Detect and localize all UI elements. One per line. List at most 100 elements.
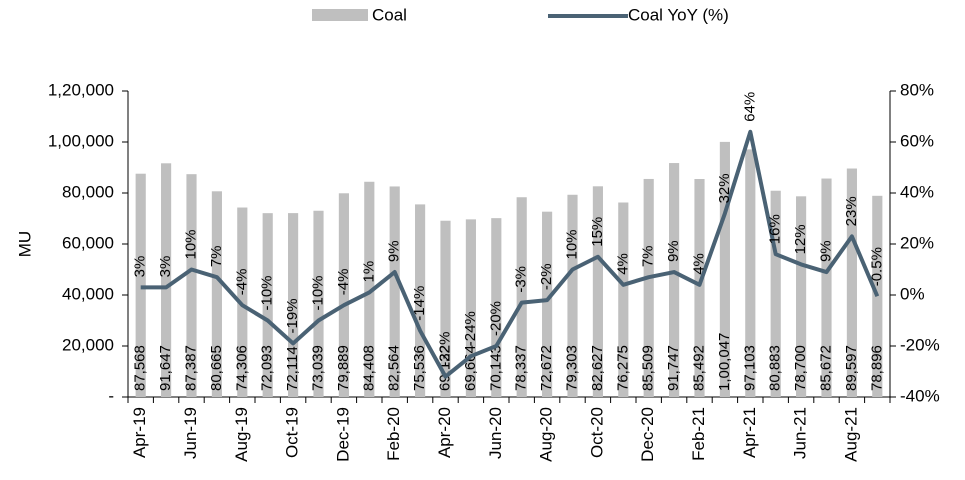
bar-value-label: 89,597 bbox=[843, 345, 860, 391]
x-tick-label: Apr-19 bbox=[130, 407, 149, 458]
bar bbox=[313, 210, 324, 397]
legend-label: Coal bbox=[372, 5, 407, 24]
bar bbox=[669, 163, 680, 397]
line-value-label: 9% bbox=[665, 240, 682, 262]
bar bbox=[161, 163, 172, 397]
bar-value-label: 85,672 bbox=[817, 345, 834, 391]
bar-value-label: 91,747 bbox=[665, 345, 682, 391]
x-tick-label: Dec-19 bbox=[333, 407, 352, 462]
bar bbox=[846, 168, 857, 397]
y2-tick-label: 60% bbox=[900, 131, 934, 150]
bar bbox=[364, 181, 375, 397]
bar bbox=[770, 190, 781, 397]
bar-value-label: 75,536 bbox=[411, 345, 428, 391]
bar bbox=[796, 196, 807, 397]
line bbox=[140, 129, 880, 379]
x-tick-label: Feb-21 bbox=[689, 407, 708, 461]
bar-value-label: 78,337 bbox=[513, 345, 530, 391]
bar bbox=[592, 186, 603, 397]
bar-value-label: 80,883 bbox=[767, 345, 784, 391]
x-tick-label: Jun-19 bbox=[181, 407, 200, 459]
y-tick-label: 1,00,000 bbox=[48, 131, 114, 150]
bar bbox=[338, 193, 349, 397]
bar bbox=[745, 149, 756, 397]
x-tick-label: Oct-20 bbox=[587, 407, 606, 458]
line-value-label: -10% bbox=[259, 275, 276, 310]
x-tick-label: Aug-21 bbox=[841, 407, 860, 462]
bar bbox=[262, 213, 273, 397]
y-tick-label: 1,20,000 bbox=[48, 80, 114, 99]
bar-value-label: 1,00,047 bbox=[716, 333, 733, 391]
bar-value-label: 82,627 bbox=[589, 345, 606, 391]
x-tick-label: Feb-20 bbox=[384, 407, 403, 461]
bar-value-label: 70,143 bbox=[487, 345, 504, 391]
line-value-label: -0.5% bbox=[868, 247, 885, 286]
line-value-label: -3% bbox=[513, 266, 530, 293]
line-value-label: 16% bbox=[767, 214, 784, 244]
bar-value-label: 73,039 bbox=[309, 345, 326, 391]
line-value-label: 64% bbox=[741, 92, 758, 122]
x-tick-label: Aug-20 bbox=[537, 407, 556, 462]
line-value-label: -20% bbox=[487, 301, 504, 336]
line-value-label: -2% bbox=[538, 263, 555, 290]
line-value-label: 7% bbox=[208, 245, 225, 267]
bar bbox=[872, 195, 883, 397]
bar-value-label: 91,647 bbox=[157, 345, 174, 391]
x-tick-label: Jun-20 bbox=[486, 407, 505, 459]
bar-value-label: 72,672 bbox=[538, 345, 555, 391]
line-value-label: -10% bbox=[309, 275, 326, 310]
y2-tick-label: 40% bbox=[900, 182, 934, 201]
line-value-label: 1% bbox=[360, 261, 377, 283]
x-tick-label: Oct-19 bbox=[283, 407, 302, 458]
bar-value-label: 72,114 bbox=[284, 346, 301, 391]
y2-tick-label: -20% bbox=[900, 335, 940, 354]
bar bbox=[491, 218, 502, 397]
line-value-label: 9% bbox=[817, 240, 834, 262]
line-value-label: 10% bbox=[182, 229, 199, 259]
bar bbox=[694, 178, 705, 397]
bar-value-label: 78,896 bbox=[868, 345, 885, 391]
bar bbox=[465, 219, 476, 397]
line-value-label: 3% bbox=[157, 256, 174, 278]
line-value-label: -14% bbox=[411, 286, 428, 321]
legend-label: Coal YoY (%) bbox=[628, 5, 729, 24]
line-value-label: 4% bbox=[614, 253, 631, 275]
y2-tick-label: 20% bbox=[900, 233, 934, 252]
bar bbox=[288, 213, 299, 397]
bar bbox=[821, 178, 832, 397]
line-value-label: 15% bbox=[589, 217, 606, 247]
line-value-label: 12% bbox=[792, 224, 809, 254]
line-value-label: 3% bbox=[132, 256, 149, 278]
bar-value-label: 85,509 bbox=[640, 345, 657, 391]
bar bbox=[618, 202, 629, 397]
y-tick-label: 40,000 bbox=[62, 284, 114, 303]
line-value-label: -24% bbox=[462, 311, 479, 346]
bar-value-label: 82,564 bbox=[386, 345, 403, 391]
y2-tick-label: 0% bbox=[900, 284, 925, 303]
bar-value-label: 79,303 bbox=[563, 345, 580, 391]
line-value-label: 32% bbox=[716, 173, 733, 203]
legend-swatch bbox=[312, 9, 368, 21]
bar-value-label: 85,492 bbox=[690, 345, 707, 391]
bar bbox=[643, 178, 654, 397]
bar-value-label: 87,568 bbox=[132, 345, 149, 391]
bar-value-label: 72,093 bbox=[259, 345, 276, 391]
bar-value-label: 76,275 bbox=[614, 345, 631, 391]
line-value-label: 23% bbox=[843, 196, 860, 226]
bar bbox=[719, 141, 730, 397]
x-tick-label: Aug-19 bbox=[232, 407, 251, 462]
bar-value-label: 69,122 bbox=[436, 345, 453, 391]
bar bbox=[186, 174, 197, 397]
line-value-label: 9% bbox=[386, 240, 403, 262]
bar bbox=[440, 220, 451, 397]
y-tick-label: 60,000 bbox=[62, 233, 114, 252]
y2-tick-label: 80% bbox=[900, 80, 934, 99]
y-tick-label: 20,000 bbox=[62, 335, 114, 354]
bar bbox=[211, 191, 222, 397]
bar-value-label: 97,103 bbox=[741, 345, 758, 391]
line-value-label: -4% bbox=[233, 269, 250, 296]
bar-value-label: 84,408 bbox=[360, 345, 377, 391]
bar bbox=[567, 194, 578, 397]
bar bbox=[516, 197, 527, 397]
